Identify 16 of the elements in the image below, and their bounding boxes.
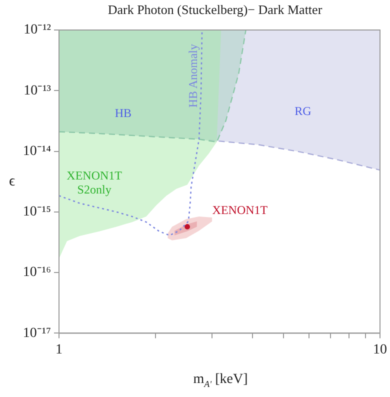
- y-tick-label: 10⁻¹⁴: [22, 144, 52, 159]
- text: HB Anomaly: [186, 44, 200, 108]
- y-axis-title: ϵ: [8, 174, 16, 190]
- y-tick-label: 10⁻¹²: [24, 22, 51, 38]
- y-tick-label: 10⁻¹⁷: [22, 326, 52, 341]
- annotation: XENON1T S2only: [66, 168, 123, 196]
- chart-title: Dark Photon (Stuckelberg)− Dark Matter: [106, 2, 324, 18]
- text: XENON1T: [212, 202, 268, 217]
- annotation: HB: [114, 106, 132, 120]
- y-tick-label: 10⁻¹⁶: [22, 265, 52, 280]
- x-tick-label: 10: [373, 342, 387, 358]
- y-tick-label: 10⁻¹³: [24, 83, 51, 98]
- x-tick-label: 1: [56, 342, 62, 358]
- x-axis-title: m$_{A'}$ [keV]: [192, 372, 249, 389]
- annotation: RG: [294, 104, 312, 118]
- y-tick-label: 10⁻¹⁵: [22, 204, 52, 220]
